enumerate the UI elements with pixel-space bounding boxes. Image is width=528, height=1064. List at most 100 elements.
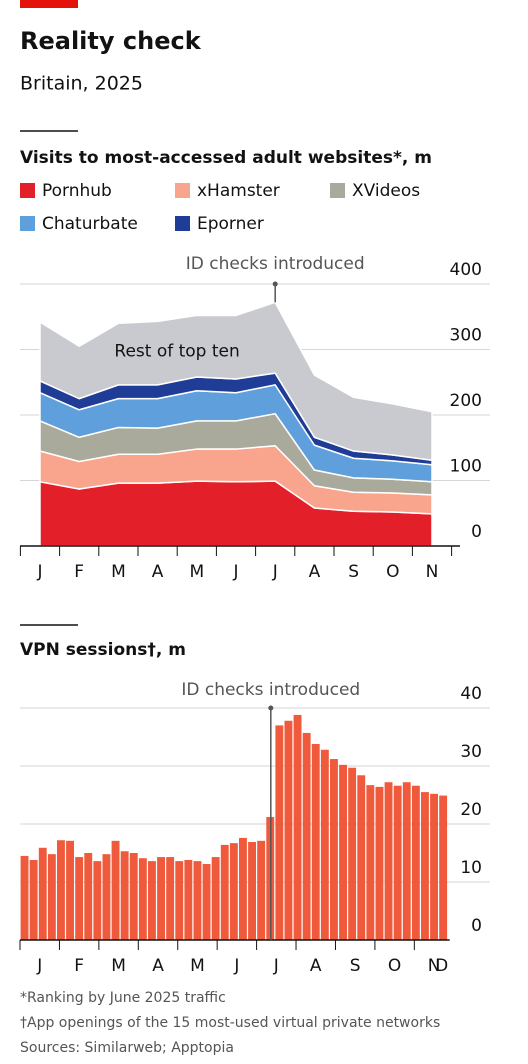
- bar: [411, 785, 420, 940]
- x-tick-label: J: [233, 956, 239, 976]
- legend-swatch: [20, 183, 35, 198]
- footnote: †App openings of the 15 most-used virtua…: [20, 1015, 440, 1031]
- legend-swatch: [20, 216, 35, 231]
- y-tick-label: 10: [460, 858, 482, 878]
- title: Reality check: [20, 27, 202, 55]
- bar: [184, 859, 193, 940]
- footnote: Sources: Similarweb; Apptopia: [20, 1040, 234, 1056]
- bar: [138, 858, 147, 940]
- bar: [102, 854, 111, 940]
- x-tick-label: J: [36, 562, 42, 582]
- footnote: *Ranking by June 2025 traffic: [20, 990, 226, 1006]
- bar: [93, 861, 102, 940]
- legend-label: XVideos: [352, 181, 420, 201]
- bar: [375, 786, 384, 940]
- bar: [84, 853, 93, 940]
- legend-label: xHamster: [197, 181, 280, 201]
- legend-swatch: [175, 216, 190, 231]
- bar: [311, 743, 320, 940]
- bar: [248, 841, 256, 940]
- x-tick-label: F: [74, 562, 84, 582]
- bar: [111, 840, 120, 940]
- bar: [220, 844, 229, 940]
- bar: [393, 785, 402, 940]
- x-tick-label: S: [350, 956, 361, 976]
- x-tick-label: A: [309, 562, 321, 582]
- y-tick-label: 400: [450, 260, 482, 280]
- annotation: ID checks introduced: [186, 254, 365, 274]
- bar: [166, 857, 175, 940]
- bar: [366, 785, 375, 940]
- x-tick-label: N: [426, 562, 439, 582]
- x-tick-label: J: [272, 562, 278, 582]
- legend-swatch: [175, 183, 190, 198]
- legend-label: Pornhub: [42, 181, 112, 201]
- y-tick-label: 200: [450, 391, 482, 411]
- bar: [239, 837, 247, 940]
- bar: [302, 732, 311, 940]
- y-tick-label: 300: [450, 326, 482, 346]
- bar: [293, 714, 302, 940]
- bar: [193, 861, 202, 940]
- x-tick-label: M: [111, 562, 126, 582]
- legend-label: Eporner: [197, 214, 264, 234]
- bar: [175, 861, 184, 940]
- bar: [348, 767, 357, 940]
- bar: [384, 782, 393, 940]
- y-tick-label: 30: [460, 742, 482, 762]
- y-tick-label: 40: [460, 684, 482, 704]
- annotation: ID checks introduced: [181, 680, 360, 700]
- y-tick-label: 100: [450, 457, 482, 477]
- x-tick-label: O: [386, 562, 399, 582]
- legend-swatch: [330, 183, 345, 198]
- x-tick-label: J: [273, 956, 279, 976]
- bar: [47, 854, 56, 940]
- bar: [157, 857, 165, 940]
- bar: [211, 857, 220, 940]
- bar: [20, 855, 29, 940]
- bar: [357, 775, 366, 940]
- bar: [330, 759, 338, 940]
- bar: [57, 840, 65, 940]
- bar: [75, 857, 84, 940]
- x-tick-label: A: [152, 562, 164, 582]
- y-tick-label: 0: [471, 916, 482, 936]
- bar: [66, 840, 74, 940]
- bar: [430, 793, 438, 940]
- bar: [229, 843, 238, 940]
- x-tick-label: A: [310, 956, 322, 976]
- y-tick-label: 20: [460, 800, 482, 820]
- bar: [148, 861, 156, 940]
- chart-title: Visits to most-accessed adult websites*,…: [20, 148, 432, 168]
- x-tick-label: J: [232, 562, 238, 582]
- bar: [202, 864, 211, 940]
- annotation-dot: [268, 705, 274, 711]
- x-tick-label: M: [189, 562, 204, 582]
- legend-label: Chaturbate: [42, 214, 138, 234]
- x-tick-label: M: [190, 956, 205, 976]
- bar: [320, 749, 329, 940]
- area: [39, 301, 433, 461]
- x-tick-label: M: [111, 956, 126, 976]
- bar: [439, 795, 448, 940]
- x-tick-label: F: [74, 956, 84, 976]
- chart-title: VPN sessions†, m: [20, 640, 186, 660]
- bar: [129, 853, 138, 940]
- y-tick-label: 0: [471, 522, 482, 542]
- bar: [421, 792, 429, 940]
- bar: [38, 847, 47, 940]
- x-tick-label: O: [388, 956, 401, 976]
- x-tick-label: N: [428, 956, 441, 976]
- x-tick-label: S: [348, 562, 359, 582]
- bar: [257, 840, 266, 940]
- annotation-dot: [272, 281, 278, 287]
- x-tick-label: A: [152, 956, 164, 976]
- bar: [275, 725, 284, 940]
- bar: [339, 764, 347, 940]
- brand-bar: [20, 0, 78, 8]
- x-tick-label: D: [435, 956, 448, 976]
- bar: [29, 859, 38, 940]
- area-label: Rest of top ten: [114, 341, 239, 361]
- bar: [120, 851, 129, 940]
